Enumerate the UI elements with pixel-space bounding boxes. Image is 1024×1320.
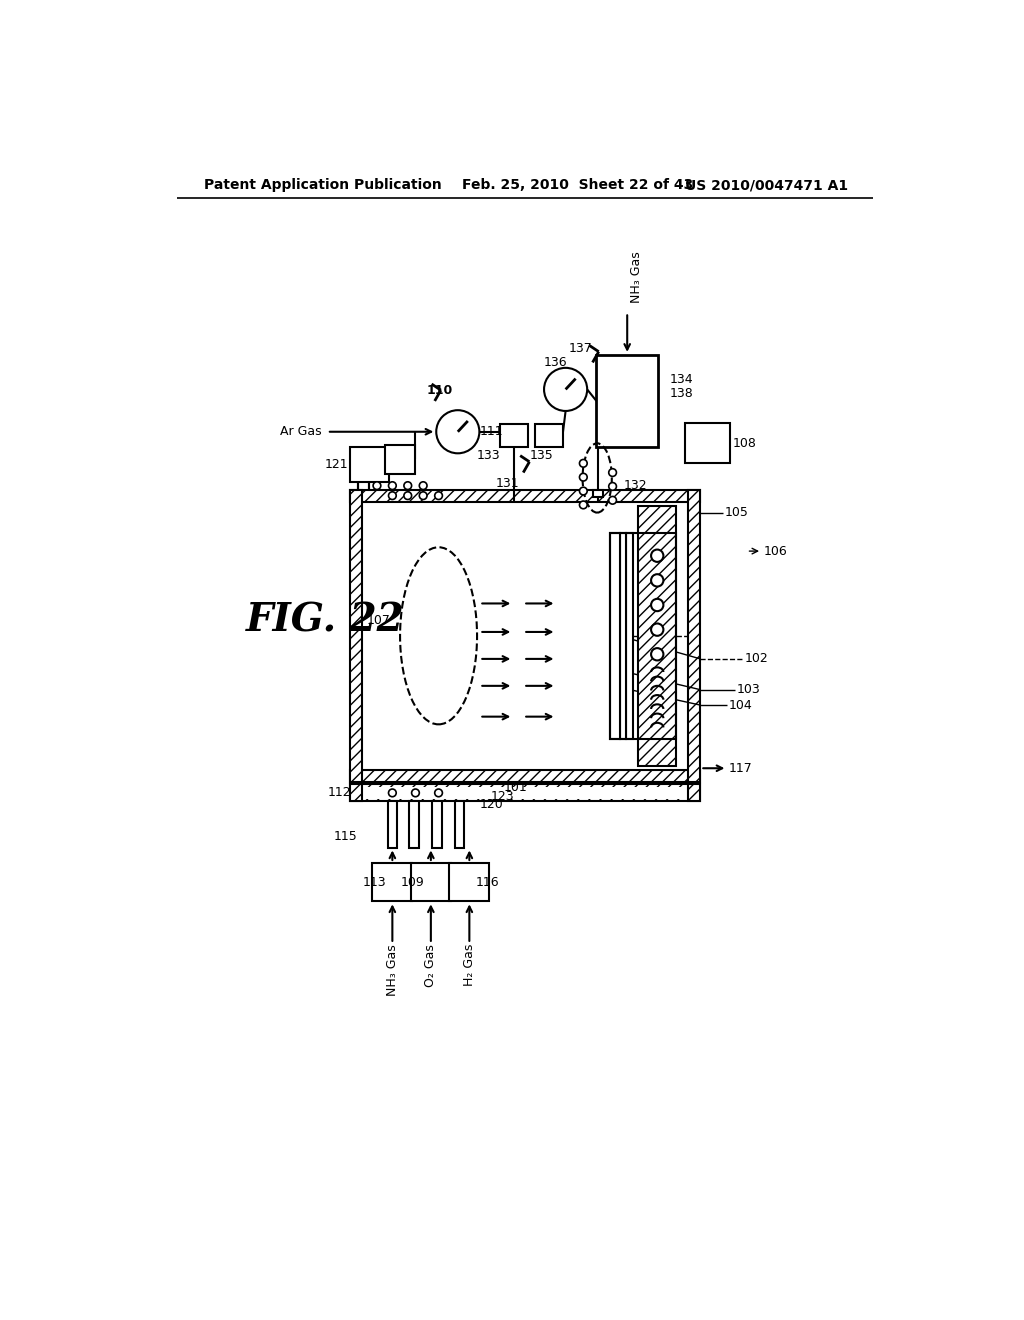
Bar (627, 532, 633, 739)
Circle shape (580, 487, 587, 495)
Text: H₂ Gas: H₂ Gas (463, 944, 476, 986)
Text: 102: 102 (744, 652, 768, 665)
Circle shape (608, 483, 616, 490)
Circle shape (435, 789, 442, 797)
Text: 113: 113 (362, 875, 386, 888)
Circle shape (580, 474, 587, 480)
Bar (385, 445, 416, 474)
Circle shape (388, 789, 396, 797)
Circle shape (651, 549, 664, 562)
Bar (596, 355, 658, 447)
Bar (593, 490, 603, 498)
Text: 137: 137 (568, 342, 593, 355)
Bar (350, 784, 700, 801)
Circle shape (388, 482, 396, 490)
Bar (610, 532, 677, 739)
Bar (350, 490, 362, 781)
Bar (685, 422, 730, 462)
Bar (350, 784, 362, 801)
Bar (620, 532, 627, 739)
Text: NH₃ Gas: NH₃ Gas (386, 944, 399, 995)
Text: Ar Gas: Ar Gas (280, 425, 322, 438)
Bar (535, 424, 562, 447)
Circle shape (580, 502, 587, 508)
Text: NH₃ Gas: NH₃ Gas (630, 251, 642, 304)
Text: Feb. 25, 2010  Sheet 22 of 43: Feb. 25, 2010 Sheet 22 of 43 (462, 178, 693, 193)
Circle shape (435, 492, 442, 499)
Circle shape (651, 599, 664, 611)
Text: 109: 109 (401, 875, 425, 888)
Bar (500, 424, 528, 447)
Text: 105: 105 (725, 506, 749, 519)
Bar (410, 801, 419, 847)
Text: FIG. 22: FIG. 22 (246, 602, 404, 639)
Text: 103: 103 (736, 684, 760, 696)
Text: 136: 136 (544, 356, 567, 370)
Text: US 2010/0047471 A1: US 2010/0047471 A1 (685, 178, 848, 193)
Circle shape (403, 482, 412, 490)
Circle shape (436, 411, 479, 453)
Circle shape (608, 496, 616, 504)
Circle shape (412, 789, 419, 797)
Circle shape (373, 482, 381, 490)
Bar (411, 863, 451, 902)
Bar (362, 502, 688, 770)
Bar (350, 490, 700, 502)
Text: O₂ Gas: O₂ Gas (424, 944, 437, 986)
Text: 133: 133 (476, 449, 500, 462)
Text: 111: 111 (479, 425, 503, 438)
Bar (350, 770, 700, 781)
Text: 106: 106 (764, 545, 787, 557)
Circle shape (388, 492, 396, 499)
Text: 138: 138 (670, 387, 693, 400)
Circle shape (608, 469, 616, 477)
Text: 110: 110 (427, 384, 454, 397)
Circle shape (403, 492, 412, 499)
Text: 131: 131 (496, 478, 519, 490)
Bar (610, 532, 620, 739)
Bar (638, 506, 677, 766)
Text: 108: 108 (733, 437, 757, 450)
Text: 135: 135 (529, 449, 553, 462)
Circle shape (544, 368, 587, 411)
Circle shape (651, 648, 664, 660)
Text: 120: 120 (480, 797, 504, 810)
Text: 116: 116 (475, 875, 499, 888)
Bar (688, 490, 700, 781)
Text: 104: 104 (729, 698, 753, 711)
Text: 107: 107 (367, 614, 390, 627)
Text: 112: 112 (328, 787, 351, 800)
Text: 117: 117 (729, 762, 753, 775)
Bar (432, 801, 441, 847)
Text: 134: 134 (670, 372, 693, 385)
Bar (455, 801, 464, 847)
Text: 132: 132 (624, 479, 647, 492)
Circle shape (651, 574, 664, 586)
Bar (388, 801, 397, 847)
Text: 123: 123 (490, 789, 514, 803)
Circle shape (419, 482, 427, 490)
Bar (373, 863, 413, 902)
Bar (362, 787, 688, 799)
Circle shape (419, 492, 427, 499)
Circle shape (580, 459, 587, 467)
Text: Patent Application Publication: Patent Application Publication (204, 178, 441, 193)
Text: 121: 121 (325, 458, 348, 471)
Bar (350, 447, 388, 482)
Text: 101: 101 (504, 781, 527, 795)
Text: 115: 115 (334, 829, 357, 842)
Circle shape (651, 623, 664, 636)
Bar (450, 863, 489, 902)
Bar (688, 784, 700, 801)
